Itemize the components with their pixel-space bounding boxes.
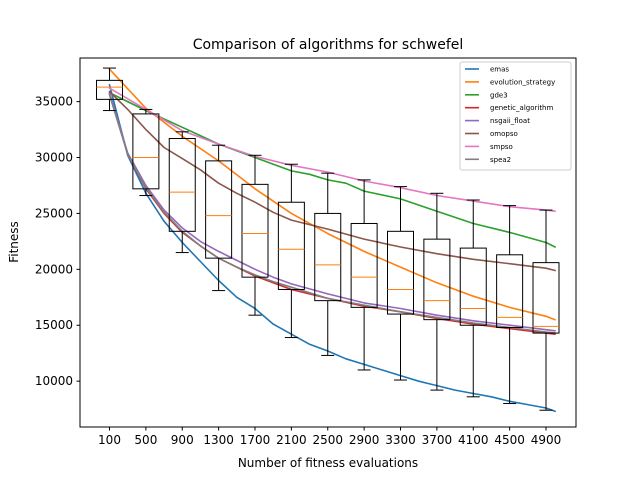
x-tick-label: 4100 xyxy=(458,433,489,447)
boxplot-box xyxy=(241,183,269,278)
boxplot-4100 xyxy=(459,199,487,398)
boxplot-100 xyxy=(96,67,123,112)
boxplot-box xyxy=(132,113,160,190)
y-axis-label: Fitness xyxy=(7,221,21,263)
boxplot-box xyxy=(350,222,378,308)
x-tick-label: 2900 xyxy=(349,433,380,447)
y-tick-label: 30000 xyxy=(35,151,73,165)
boxplot-3700 xyxy=(423,192,451,391)
boxplot-500 xyxy=(132,108,160,197)
boxplot-2900 xyxy=(350,179,378,371)
boxplot-box xyxy=(168,138,196,232)
legend-label-genetic-algorithm: genetic_algorithm xyxy=(490,104,553,112)
series-line-nsgaii-float xyxy=(108,91,556,332)
chart-title: Comparison of algorithms for schwefel xyxy=(193,37,464,53)
legend-label-evolution-strategy: evolution_strategy xyxy=(490,78,555,86)
boxplot-box xyxy=(205,160,233,259)
boxplot-layer xyxy=(96,67,560,411)
y-tick-label: 15000 xyxy=(35,318,73,332)
boxplot-1300 xyxy=(205,144,233,292)
x-tick-label: 3300 xyxy=(385,433,416,447)
legend-label-omopso: omopso xyxy=(490,130,518,138)
boxplot-1700 xyxy=(241,154,269,316)
x-tick-label: 3700 xyxy=(422,433,453,447)
boxplot-box xyxy=(496,254,524,328)
y-axis: 10000 15000 20000 25000 30000 35000 xyxy=(35,95,80,388)
x-tick-label: 1300 xyxy=(203,433,234,447)
legend-label-spea2: spea2 xyxy=(490,156,511,164)
boxplot-box xyxy=(314,212,342,302)
legend-label-nsgaii-float: nsgaii_float xyxy=(490,117,530,125)
x-tick-label: 1700 xyxy=(240,433,271,447)
x-axis-label: Number of fitness evaluations xyxy=(238,456,418,470)
x-tick-label: 100 xyxy=(98,433,121,447)
boxplot-2100 xyxy=(277,163,305,339)
series-line-evolution-strategy xyxy=(108,68,556,321)
x-tick-label: 900 xyxy=(171,433,194,447)
legend-label-gde3: gde3 xyxy=(490,91,508,99)
boxplot-900 xyxy=(168,131,196,254)
boxplot-4900 xyxy=(532,209,560,411)
boxplot-4500 xyxy=(496,205,524,405)
boxplot-box xyxy=(387,230,414,315)
series-line-spea2 xyxy=(108,94,556,334)
series-line-omopso xyxy=(108,90,556,272)
boxplot-box xyxy=(459,247,487,326)
y-tick-label: 10000 xyxy=(35,374,73,388)
legend-frame xyxy=(459,61,572,171)
legend-label-smpso: smpso xyxy=(490,143,513,151)
x-tick-label: 4900 xyxy=(531,433,562,447)
x-tick-label: 500 xyxy=(134,433,157,447)
boxplot-box xyxy=(277,201,305,290)
y-tick-label: 35000 xyxy=(35,95,73,109)
y-tick-label: 25000 xyxy=(35,206,73,220)
series-line-gde3 xyxy=(108,91,556,248)
boxplot-box xyxy=(423,238,451,321)
boxplot-3300 xyxy=(387,186,414,381)
y-tick-label: 20000 xyxy=(35,262,73,276)
boxplot-2500 xyxy=(314,172,342,356)
x-tick-label: 2500 xyxy=(312,433,343,447)
boxplot-box xyxy=(532,262,560,334)
x-tick-label: 2100 xyxy=(276,433,307,447)
x-tick-label: 4500 xyxy=(494,433,525,447)
series-line-emas xyxy=(108,84,556,413)
legend-label-emas: emas xyxy=(490,66,509,74)
legend: emas evolution_strategy gde3 genetic_algori… xyxy=(459,61,572,171)
x-axis: 100 500 900 1300 1700 2100 2500 2900 3300 3700 410… xyxy=(98,427,561,447)
boxplot-box xyxy=(96,79,123,100)
